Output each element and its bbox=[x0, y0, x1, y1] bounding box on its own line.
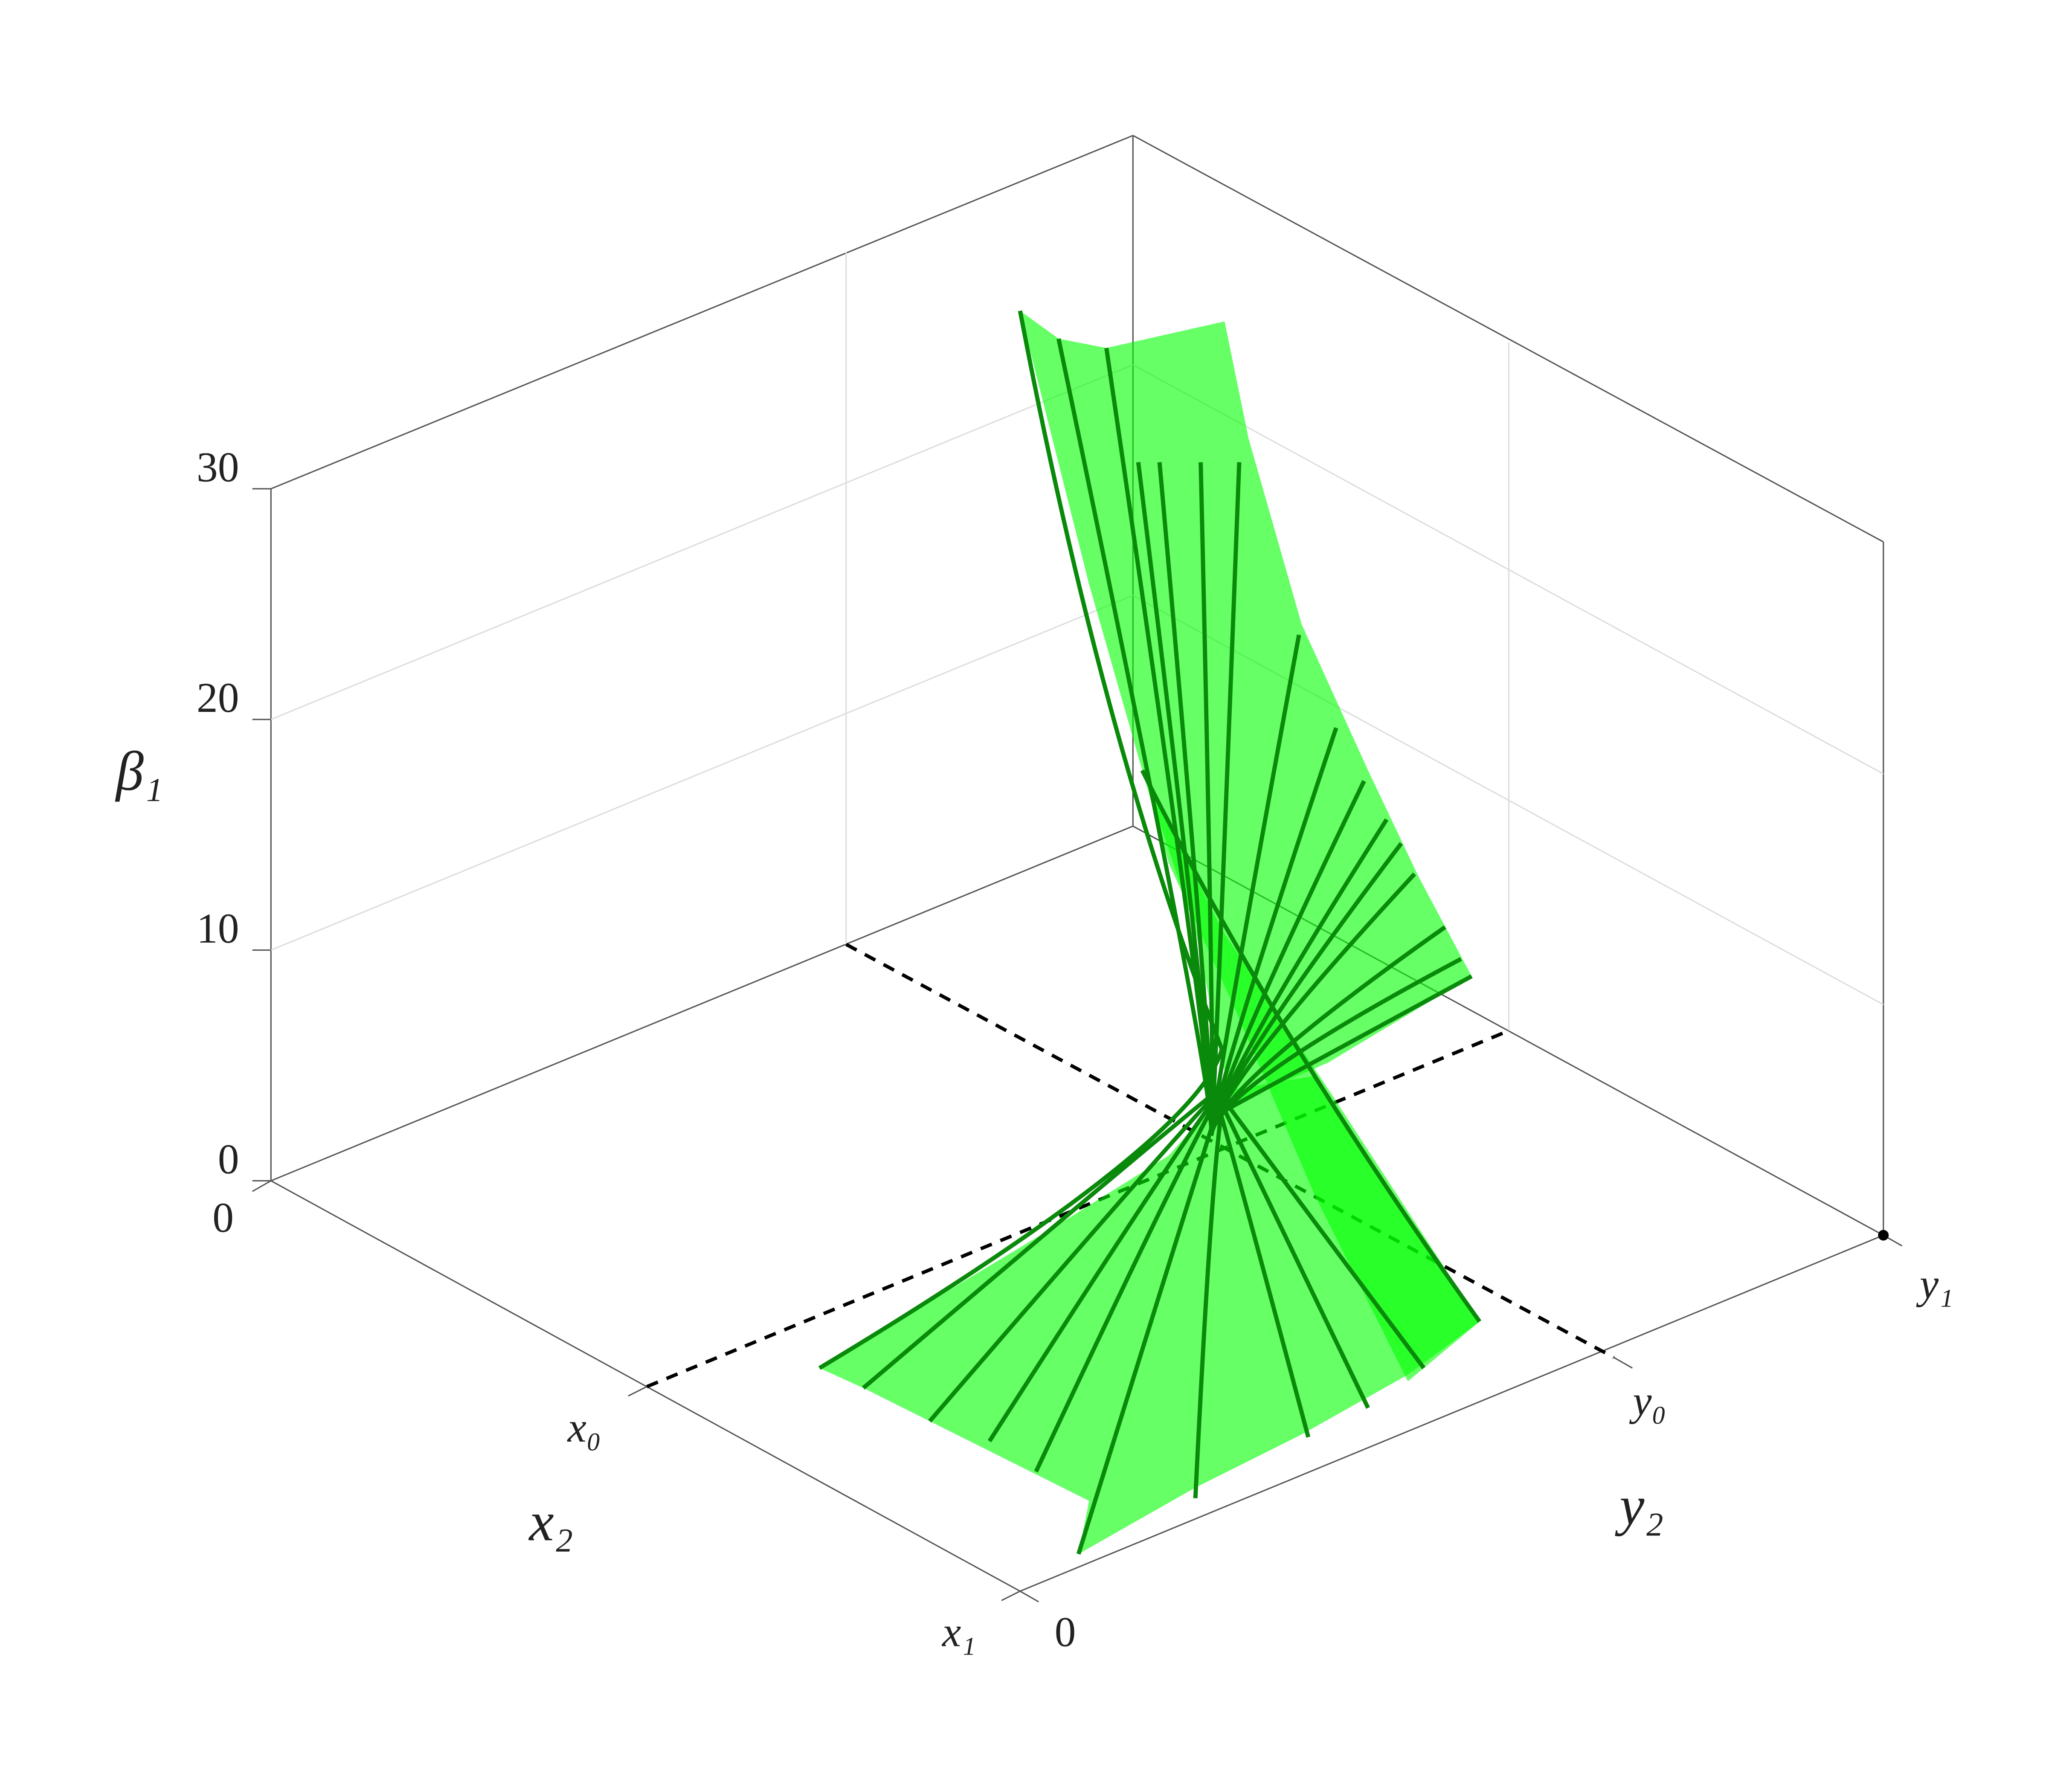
dashed-guide bbox=[646, 1029, 1510, 1388]
corner-dot bbox=[1878, 1230, 1889, 1241]
surface-edge bbox=[818, 310, 1225, 1370]
tick-mark bbox=[1613, 1357, 1633, 1369]
z-axis-label: β₁ bbox=[115, 740, 163, 802]
tick-mark bbox=[1019, 1590, 1039, 1602]
grid-line bbox=[270, 364, 1133, 720]
y-axis-label: y₂ bbox=[1615, 1475, 1664, 1537]
z-tick-label: 10 bbox=[197, 905, 239, 952]
tick-mark bbox=[1001, 1590, 1021, 1601]
z-tick-label: 20 bbox=[197, 674, 239, 721]
z-tick-label: 30 bbox=[197, 443, 239, 490]
x-tick-label: x₁ bbox=[941, 1608, 976, 1655]
surface-ruling bbox=[1193, 1080, 1230, 1498]
surface-ruling bbox=[1209, 957, 1462, 1136]
box-edge bbox=[1132, 135, 1884, 543]
grid-line bbox=[270, 595, 1133, 951]
x-axis-label: x₂ bbox=[528, 1491, 574, 1553]
surface-rulings bbox=[862, 338, 1462, 1498]
x-axis-line bbox=[270, 1180, 1021, 1592]
surface-sheet bbox=[1142, 770, 1480, 1381]
x-tick-label: x₀ bbox=[567, 1404, 601, 1451]
y-tick-label: y₀ bbox=[1629, 1377, 1666, 1425]
labels: β₁ x₂ y₂ 0 10 20 30 0 x₀ x₁ 0 y₀ y₁ bbox=[115, 443, 1953, 1655]
x-tick-label: 0 bbox=[212, 1194, 234, 1241]
surface bbox=[818, 310, 1482, 1555]
y-axis-line bbox=[1020, 1234, 1884, 1592]
tick-mark bbox=[628, 1386, 647, 1397]
z-tick-label: 0 bbox=[218, 1135, 239, 1183]
tick-mark bbox=[252, 1180, 272, 1192]
box-edge bbox=[270, 135, 1133, 490]
surface-ruling bbox=[1034, 1080, 1230, 1473]
box-edge bbox=[270, 825, 1133, 1181]
surface-ruling bbox=[1209, 1081, 1426, 1370]
y-tick-label: y₁ bbox=[1916, 1260, 1953, 1308]
y-tick-label: 0 bbox=[1055, 1608, 1076, 1655]
surface-sheet bbox=[819, 1076, 1480, 1554]
grid-line bbox=[1132, 364, 1884, 775]
surface-sheet bbox=[1020, 311, 1472, 1103]
